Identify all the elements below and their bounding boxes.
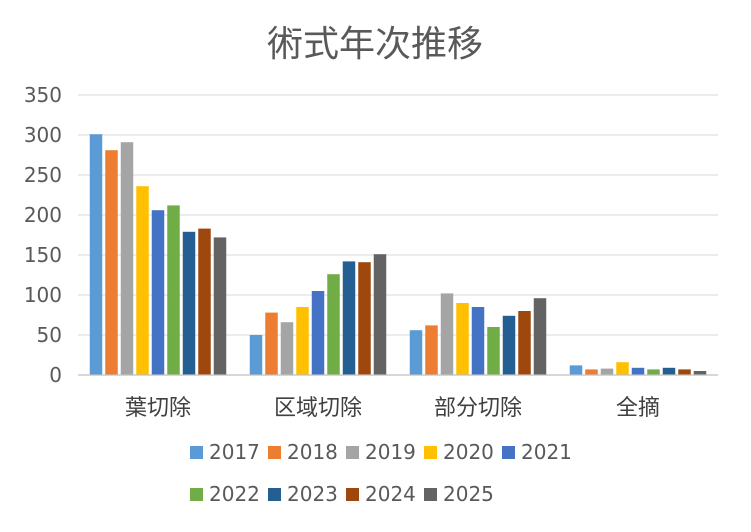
- legend-item-2020: 2020: [424, 440, 494, 464]
- bar-2021-2: [471, 307, 485, 375]
- legend-label: 2024: [365, 482, 416, 506]
- legend-label: 2018: [287, 440, 338, 464]
- bar-2017-3: [569, 365, 583, 375]
- legend-item-2018: 2018: [268, 440, 338, 464]
- legend-label: 2023: [287, 482, 338, 506]
- bar-2025-2: [533, 298, 547, 375]
- bar-2017-2: [409, 330, 423, 375]
- legend-item-2021: 2021: [502, 440, 572, 464]
- legend-item-2024: 2024: [346, 482, 416, 506]
- chart-title: 術式年次推移: [267, 24, 483, 65]
- bar-2022-2: [487, 327, 500, 375]
- legend-label: 2020: [443, 440, 494, 464]
- bar-2020-0: [136, 186, 149, 375]
- y-tick-label: 350: [24, 83, 62, 107]
- legend-item-2025: 2025: [424, 482, 494, 506]
- x-category-label: 全摘: [616, 396, 660, 421]
- bar-2019-3: [600, 368, 614, 375]
- legend-swatch: [346, 446, 359, 459]
- legend-swatch: [346, 488, 359, 501]
- bar-2023-0: [182, 231, 196, 375]
- y-tick-label: 150: [24, 243, 62, 267]
- bar-2017-0: [89, 134, 103, 375]
- bar-2020-1: [296, 307, 309, 375]
- legend-item-2023: 2023: [268, 482, 338, 506]
- bar-2023-1: [342, 261, 356, 375]
- legend-label: 2017: [209, 440, 260, 464]
- y-tick-label: 0: [49, 363, 62, 387]
- legend-swatch: [268, 488, 281, 501]
- legend: 2017 2018 2019 2020 2021 2022 2023 2024 2025: [190, 440, 572, 506]
- bar-2024-0: [198, 228, 211, 375]
- y-tick-label: 250: [24, 163, 62, 187]
- legend-label: 2021: [521, 440, 572, 464]
- bar-2019-1: [280, 322, 294, 375]
- bar-2018-1: [265, 312, 278, 375]
- legend-item-2022: 2022: [190, 482, 260, 506]
- bar-2023-3: [662, 367, 676, 375]
- legend-label: 2022: [209, 482, 260, 506]
- bar-2024-2: [518, 311, 531, 375]
- bar-2022-1: [327, 274, 340, 375]
- x-category-label: 葉切除: [125, 396, 191, 421]
- legend-item-2017: 2017: [190, 440, 260, 464]
- bar-2025-3: [693, 371, 707, 375]
- legend-swatch: [424, 446, 437, 459]
- y-tick-label: 50: [37, 323, 62, 347]
- bar-2018-0: [105, 150, 118, 375]
- bar-2018-2: [425, 325, 438, 375]
- legend-label: 2019: [365, 440, 416, 464]
- bar-2022-3: [647, 369, 660, 375]
- y-axis-ticks: 0 50 100 150 200 250 300 350: [24, 83, 62, 387]
- bars: [89, 134, 707, 375]
- bar-2019-0: [120, 142, 134, 375]
- legend-swatch: [502, 446, 515, 459]
- x-category-label: 区域切除: [274, 396, 362, 421]
- bar-2024-1: [358, 262, 371, 375]
- bar-2025-1: [373, 254, 387, 375]
- bar-2021-3: [631, 367, 645, 375]
- y-tick-label: 100: [24, 283, 62, 307]
- bar-2025-0: [213, 237, 227, 375]
- bar-2019-2: [440, 293, 454, 375]
- bar-2021-1: [311, 291, 325, 375]
- bar-2020-2: [456, 303, 469, 375]
- bar-2021-0: [151, 210, 165, 375]
- legend-swatch: [424, 488, 437, 501]
- legend-swatch: [190, 446, 203, 459]
- x-axis-categories: 葉切除 区域切除 部分切除 全摘: [125, 396, 660, 421]
- bar-2018-3: [585, 369, 598, 375]
- legend-item-2019: 2019: [346, 440, 416, 464]
- bar-2023-2: [502, 315, 516, 375]
- bar-2024-3: [678, 369, 691, 375]
- legend-swatch: [268, 446, 281, 459]
- legend-label: 2025: [443, 482, 494, 506]
- y-tick-label: 200: [24, 203, 62, 227]
- bar-2017-1: [249, 335, 263, 375]
- bar-2020-3: [616, 362, 629, 375]
- bar-2022-0: [167, 205, 180, 375]
- legend-swatch: [190, 488, 203, 501]
- y-tick-label: 300: [24, 123, 62, 147]
- x-category-label: 部分切除: [434, 396, 522, 421]
